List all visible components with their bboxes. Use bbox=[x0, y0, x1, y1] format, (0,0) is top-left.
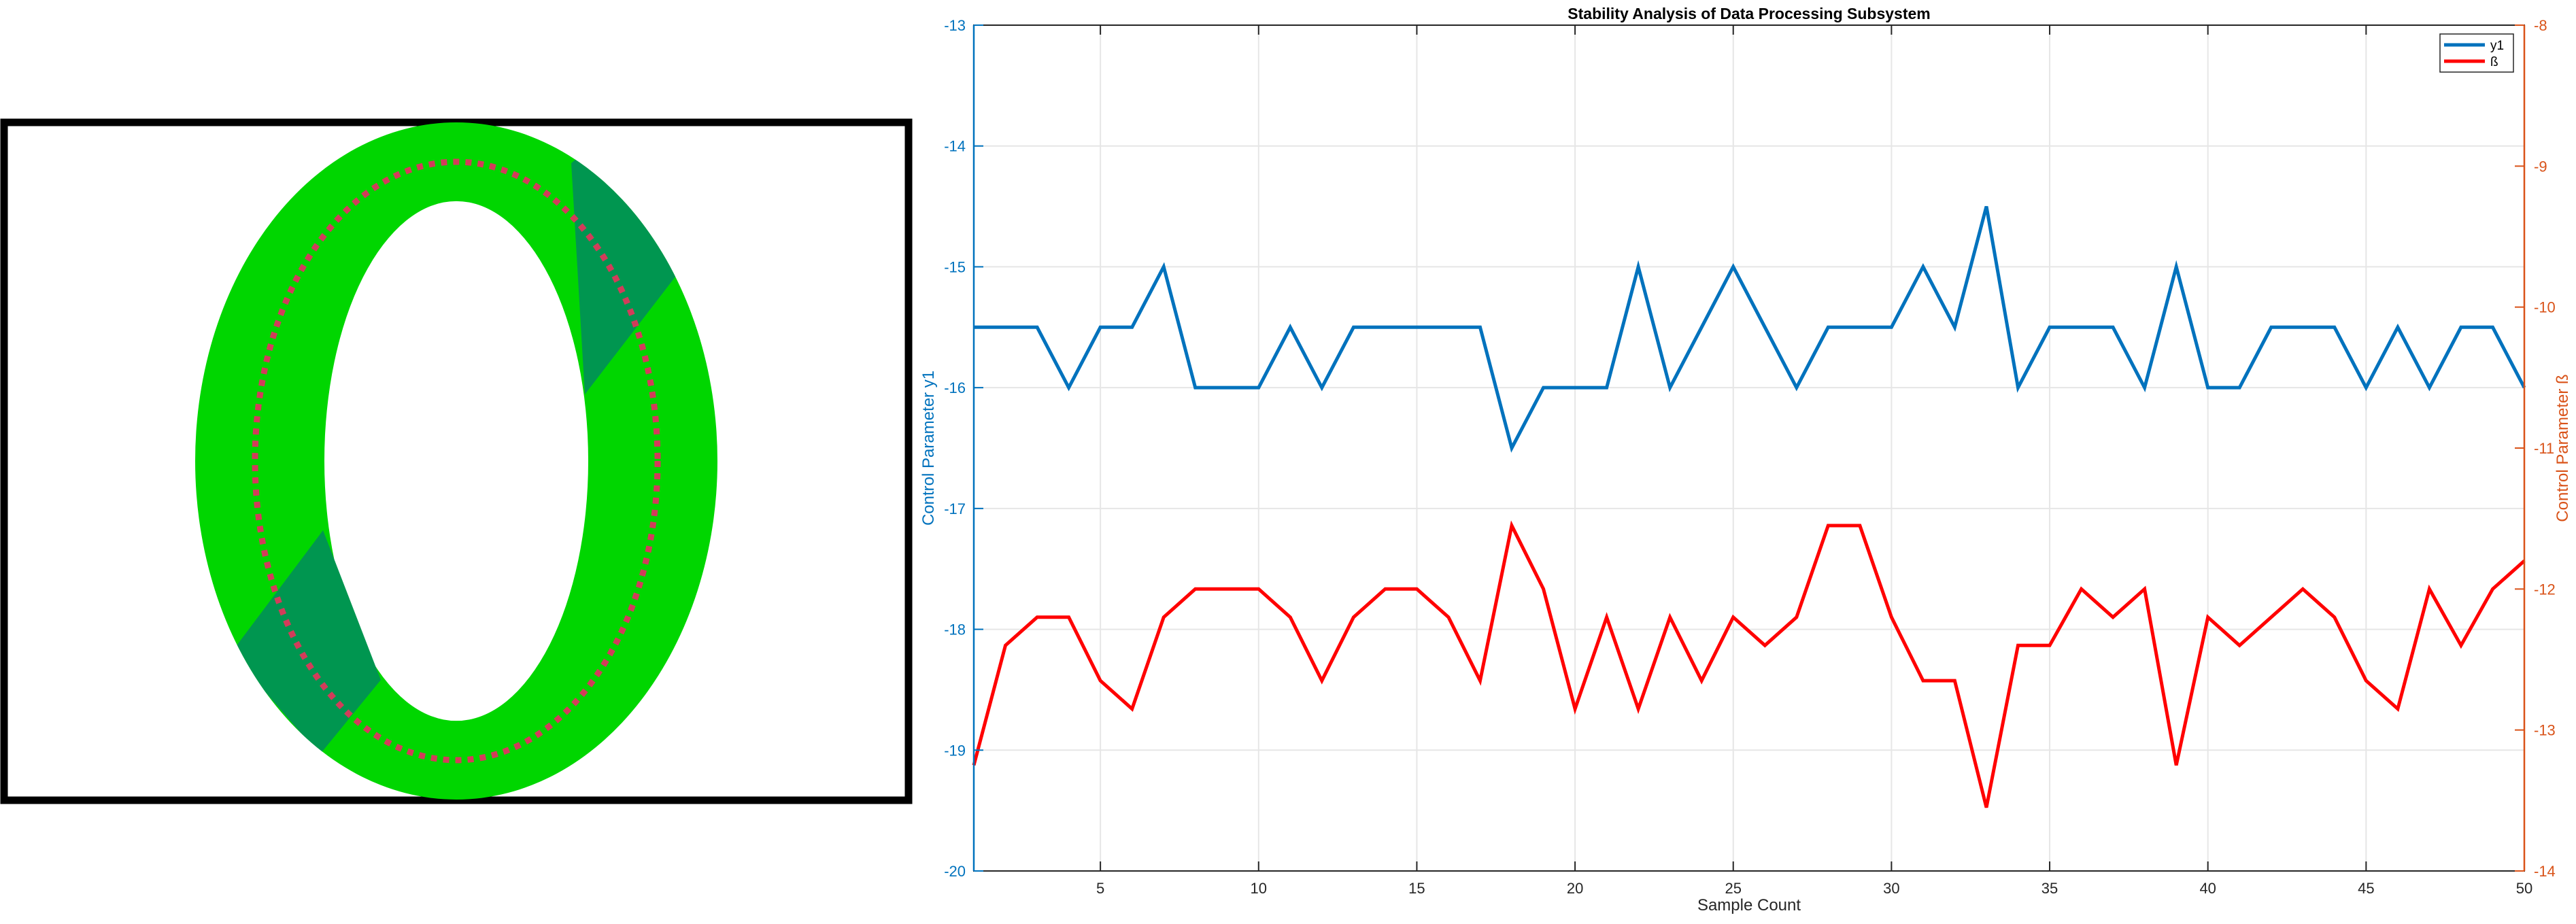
dotted-ellipse-outline bbox=[252, 158, 661, 764]
left-y-tick-label: -15 bbox=[944, 258, 966, 275]
left-y-tick-label: -19 bbox=[944, 742, 966, 759]
right-y-tick-label: -11 bbox=[2534, 440, 2554, 457]
legend: y1 ß bbox=[2439, 33, 2514, 73]
x-tick-label: 40 bbox=[2199, 880, 2216, 897]
x-tick-label: 35 bbox=[2041, 880, 2058, 897]
left-y-axis-label: Control Parameter y1 bbox=[919, 371, 938, 526]
legend-box bbox=[2439, 33, 2514, 73]
x-tick-label: 30 bbox=[1883, 880, 1899, 897]
dark-segment-lower-left bbox=[231, 530, 381, 755]
x-tick-label: 45 bbox=[2358, 880, 2374, 897]
x-tick-label: 50 bbox=[2516, 880, 2532, 897]
right-y-tick-label: -14 bbox=[2534, 863, 2556, 880]
legend-label-beta: ß bbox=[2490, 55, 2498, 69]
dual-axis-line-chart: 5 10 15 20 25 30 35 40 45 50 -20 -19 -18 -17 -16 -15 -1… bbox=[919, 5, 2572, 914]
x-tick-label: 20 bbox=[1567, 880, 1583, 897]
x-tick-label: 25 bbox=[1725, 880, 1741, 897]
left-y-tick-label: -18 bbox=[944, 621, 966, 638]
left-y-tick-label: -13 bbox=[944, 17, 966, 34]
x-tick-label: 10 bbox=[1251, 880, 1267, 897]
plot-area-frame bbox=[973, 24, 2525, 872]
x-tick-label: 15 bbox=[1408, 880, 1425, 897]
grid-lines bbox=[974, 24, 2525, 872]
left-y-tick-label: -17 bbox=[944, 500, 966, 517]
right-y-tick-label: -10 bbox=[2534, 299, 2556, 316]
x-axis-label: Sample Count bbox=[1697, 896, 1801, 914]
left-y-tick-label: -20 bbox=[944, 863, 966, 880]
series-line-y1 bbox=[974, 205, 2526, 453]
ring-illustration-panel bbox=[0, 118, 913, 804]
chart-title: Stability Analysis of Data Processing Su… bbox=[1567, 5, 1930, 22]
series-line-beta bbox=[972, 520, 2526, 808]
right-y-tick-label: -12 bbox=[2534, 581, 2556, 598]
x-tick-label: 5 bbox=[1096, 880, 1104, 897]
right-y-tick-label: -9 bbox=[2534, 158, 2547, 175]
left-y-tick-label: -16 bbox=[944, 379, 966, 396]
left-y-tick-label: -14 bbox=[944, 138, 966, 155]
legend-label-y1: y1 bbox=[2490, 39, 2504, 53]
series-points-beta bbox=[973, 525, 2525, 808]
right-y-axis-label: Control Parameter ß bbox=[2554, 374, 2572, 521]
right-y-axis-ticks: -14 -13 -12 -11 -10 -9 -8 bbox=[2515, 17, 2556, 880]
image-frame bbox=[0, 118, 913, 804]
x-axis-ticks: 5 10 15 20 25 30 35 40 45 50 bbox=[1096, 25, 2532, 897]
right-y-tick-label: -8 bbox=[2534, 17, 2547, 34]
left-y-axis-ticks: -20 -19 -18 -17 -16 -15 -14 -13 bbox=[944, 17, 983, 880]
series-lines bbox=[972, 205, 2526, 808]
right-y-tick-label: -13 bbox=[2534, 722, 2556, 739]
